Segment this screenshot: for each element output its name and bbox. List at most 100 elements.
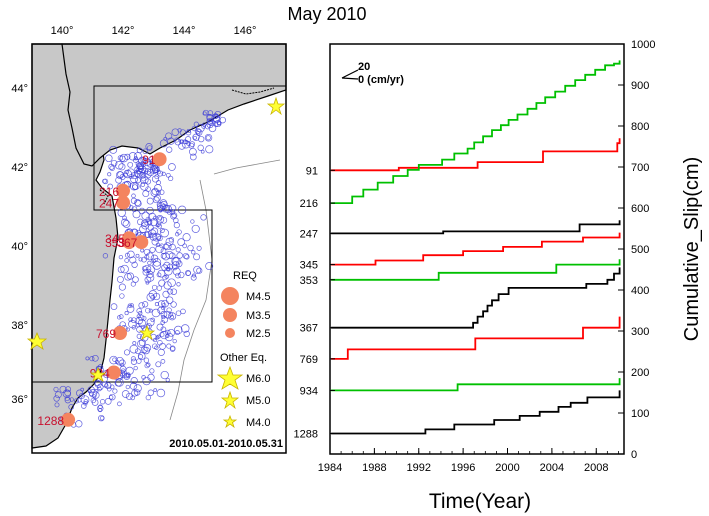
micro-quake — [110, 159, 118, 167]
legend-other-label: M5.0 — [246, 395, 270, 407]
micro-quake — [91, 354, 99, 362]
micro-quake — [173, 325, 183, 335]
micro-quake — [147, 389, 154, 396]
micro-quake — [54, 402, 60, 408]
micro-quake — [146, 268, 151, 273]
micro-quake — [119, 174, 126, 180]
micro-quake — [185, 270, 191, 276]
series-line-1288 — [331, 390, 621, 435]
legend-star-icon — [216, 365, 244, 390]
micro-quake — [176, 282, 181, 287]
micro-quake — [130, 356, 136, 362]
micro-quake — [136, 358, 142, 364]
micro-quake — [53, 395, 60, 402]
micro-quake — [90, 397, 96, 404]
micro-quake — [119, 153, 129, 163]
map-frame — [31, 43, 287, 454]
micro-quake — [177, 128, 182, 133]
y-tick-label: 900 — [631, 80, 649, 92]
micro-quake — [160, 216, 168, 224]
micro-quake — [127, 250, 135, 259]
micro-quake — [168, 163, 176, 171]
req-event-label: 367 — [117, 236, 137, 250]
micro-quake — [102, 178, 107, 184]
micro-quake — [109, 355, 118, 365]
micro-quake — [135, 316, 144, 325]
micro-quake — [156, 201, 163, 208]
micro-quake — [156, 180, 161, 186]
micro-quake — [196, 245, 202, 251]
micro-quake — [153, 194, 161, 202]
micro-quake — [116, 275, 124, 283]
req-event-label: 1288 — [37, 414, 64, 428]
micro-quake — [146, 145, 153, 151]
micro-quake — [163, 261, 171, 269]
micro-quake — [141, 158, 147, 164]
x-tick-label: 2004 — [540, 462, 564, 474]
x-tick-label: 1988 — [362, 462, 386, 474]
micro-quake — [107, 172, 112, 177]
micro-quake — [182, 243, 188, 249]
micro-quake — [171, 128, 180, 136]
micro-quake — [161, 171, 166, 177]
micro-quake — [209, 120, 214, 125]
req-event-label: 353 — [105, 236, 125, 250]
y-tick-label: 100 — [631, 408, 649, 420]
lon-tick-label: 146° — [234, 25, 257, 37]
micro-quake — [161, 316, 169, 323]
micro-quake — [125, 366, 134, 375]
micro-quake — [124, 258, 130, 263]
micro-quake — [157, 235, 163, 242]
micro-quake — [132, 341, 137, 346]
micro-quake — [138, 339, 146, 347]
micro-quake — [137, 352, 146, 360]
series-line-769 — [331, 316, 621, 360]
micro-quake — [134, 199, 142, 207]
micro-quake — [109, 165, 115, 171]
micro-quake — [128, 317, 133, 322]
req-event-label: 769 — [96, 327, 116, 341]
legend-req-title: REQ — [233, 270, 257, 282]
micro-quake — [145, 307, 151, 314]
micro-quake — [177, 205, 187, 215]
series-label: 91 — [306, 165, 318, 177]
micro-quake — [134, 166, 141, 173]
micro-quake — [204, 123, 211, 130]
micro-quake — [151, 284, 158, 291]
y-tick-label: 1000 — [631, 39, 655, 51]
micro-quake — [146, 362, 151, 368]
micro-quake — [53, 386, 59, 392]
micro-quake — [152, 261, 162, 270]
micro-quake — [160, 370, 169, 380]
micro-quake — [92, 391, 100, 399]
micro-quake — [115, 378, 124, 387]
micro-quake — [170, 301, 177, 308]
req-event-label: 247 — [99, 197, 119, 211]
micro-quake — [157, 300, 166, 308]
other-eq-star — [26, 331, 48, 350]
micro-quake — [130, 281, 136, 287]
micro-quake — [168, 237, 175, 243]
micro-quake — [147, 220, 153, 226]
micro-quake — [186, 128, 191, 134]
lon-tick-label: 142° — [112, 25, 135, 37]
micro-quake — [170, 345, 176, 351]
micro-quake — [138, 257, 143, 262]
micro-quake — [189, 153, 197, 161]
micro-quake — [168, 312, 177, 321]
micro-quake — [166, 146, 173, 153]
micro-quake — [129, 205, 134, 210]
series-label: 216 — [300, 198, 318, 210]
series-line-247 — [331, 220, 621, 235]
micro-quake — [191, 125, 198, 132]
micro-quake — [163, 281, 172, 290]
micro-quake — [117, 266, 125, 274]
req-event-label: 216 — [99, 185, 119, 199]
micro-quake — [120, 264, 129, 274]
micro-quake — [145, 394, 151, 401]
micro-quake — [130, 175, 138, 184]
micro-quake — [130, 317, 137, 324]
micro-quake — [171, 261, 180, 270]
micro-quake — [135, 167, 143, 174]
legend-req-marker — [221, 287, 239, 305]
